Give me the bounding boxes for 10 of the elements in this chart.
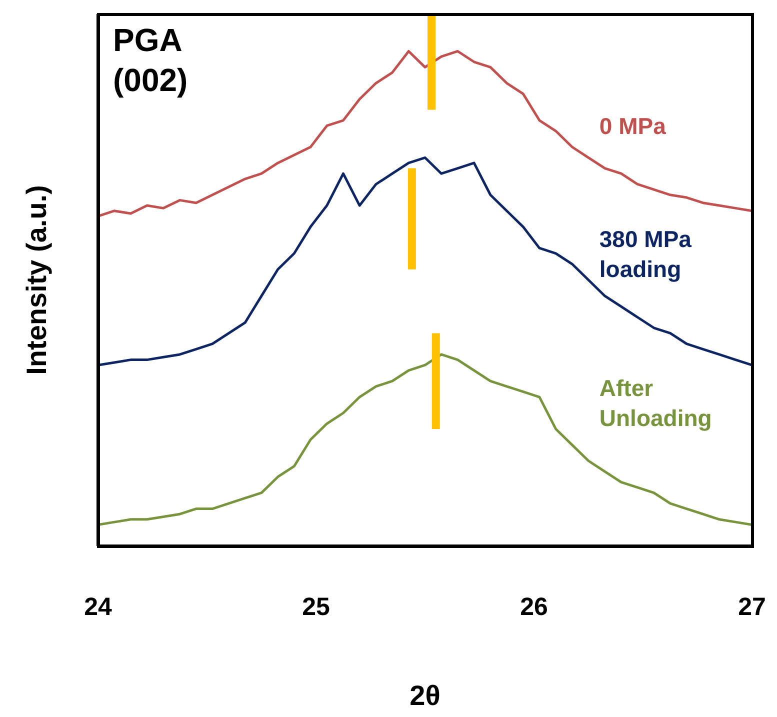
series-label: 0 MPa: [599, 112, 666, 142]
x-tick-label: 26: [520, 592, 548, 621]
x-tick-label: 24: [84, 592, 112, 621]
x-axis-title: 2θ: [410, 680, 440, 711]
series-label: After Unloading: [599, 374, 712, 434]
x-tick-label: 25: [302, 592, 330, 621]
x-tick-label: 27: [738, 592, 766, 621]
y-axis-title: Intensity (a.u.): [20, 185, 52, 375]
series-label: 380 MPa loading: [599, 225, 692, 284]
text: PGA (002): [113, 21, 188, 100]
